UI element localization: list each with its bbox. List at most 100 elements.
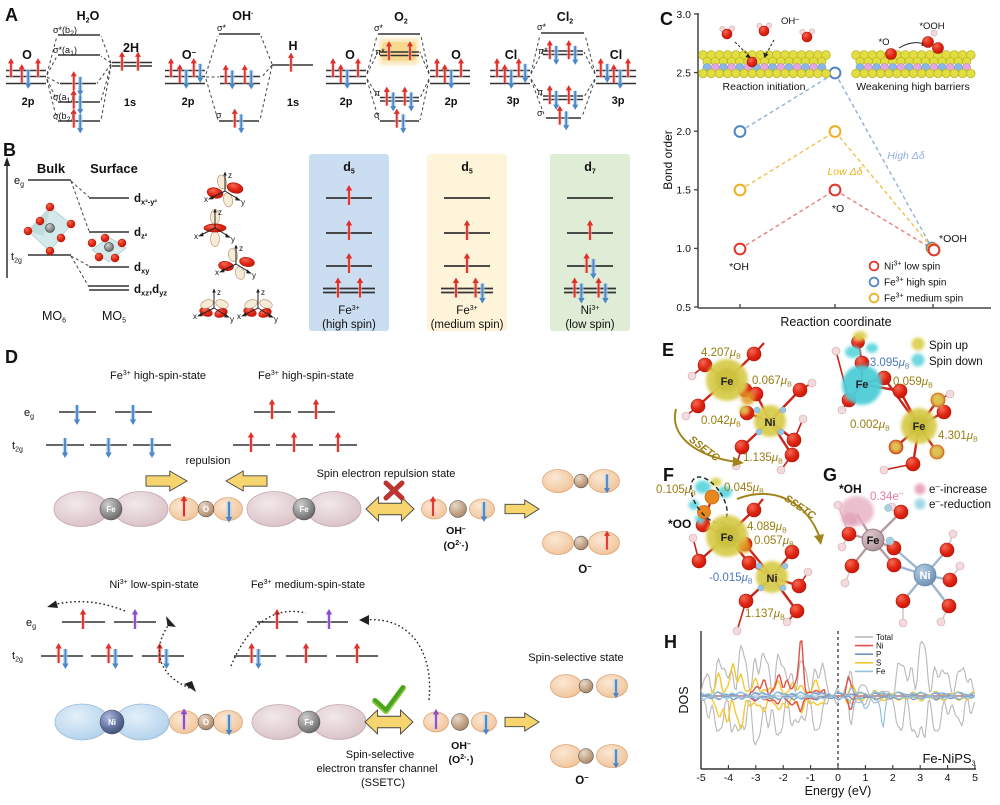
svg-text:1s: 1s	[124, 97, 136, 109]
svg-text:Low Δδ: Low Δδ	[827, 166, 862, 178]
svg-text:*OO: *OO	[668, 517, 691, 531]
svg-text:Fe3+ high-spin-state: Fe3+ high-spin-state	[258, 370, 354, 382]
svg-text:3p: 3p	[507, 95, 520, 107]
svg-text:3: 3	[917, 772, 923, 784]
svg-text:MO6: MO6	[42, 309, 66, 325]
svg-text:π*: π*	[375, 47, 385, 57]
svg-text:2p: 2p	[445, 96, 458, 108]
svg-text:Fe3+ medium spin: Fe3+ medium spin	[884, 293, 963, 305]
svg-text:σ: σ	[216, 110, 222, 120]
svg-text:High Δδ: High Δδ	[887, 150, 925, 162]
svg-text:y: y	[231, 235, 235, 244]
svg-text:eg: eg	[14, 175, 24, 189]
svg-text:Fe: Fe	[856, 379, 869, 391]
svg-text:H2O: H2O	[77, 9, 100, 25]
svg-text:-4: -4	[724, 772, 733, 784]
svg-text:*O: *O	[878, 37, 889, 48]
svg-text:G: G	[823, 465, 837, 485]
svg-text:z: z	[217, 288, 221, 297]
svg-text:2.0: 2.0	[676, 126, 691, 138]
svg-text:eg: eg	[24, 407, 34, 421]
svg-text:Weakening high barriers: Weakening high barriers	[856, 81, 970, 93]
svg-text:y: y	[241, 198, 245, 207]
svg-text:0.34e–: 0.34e–	[870, 489, 904, 503]
svg-text:Energy (eV): Energy (eV)	[805, 784, 872, 798]
svg-text:Spin-selective state: Spin-selective state	[528, 652, 623, 664]
svg-text:Total: Total	[876, 633, 893, 642]
svg-text:Fe: Fe	[867, 535, 880, 547]
svg-text:e–-reduction: e–-reduction	[929, 497, 991, 511]
svg-text:OH–: OH–	[446, 525, 466, 537]
svg-text:4: 4	[945, 772, 951, 784]
svg-text:3.0: 3.0	[676, 9, 691, 21]
svg-text:O: O	[203, 718, 209, 727]
svg-text:(low spin): (low spin)	[565, 319, 614, 331]
svg-text:(SSETC): (SSETC)	[361, 777, 405, 789]
svg-text:x: x	[204, 195, 208, 204]
svg-text:O: O	[203, 505, 209, 514]
svg-text:Cl: Cl	[505, 48, 518, 62]
svg-text:π: π	[537, 87, 543, 97]
svg-text:0.5: 0.5	[676, 302, 691, 314]
svg-text:electron transfer channel: electron transfer channel	[316, 763, 437, 775]
svg-text:S: S	[876, 659, 881, 668]
svg-text:H: H	[664, 632, 677, 652]
svg-text:σ*: σ*	[217, 23, 227, 33]
svg-text:*OH: *OH	[729, 261, 749, 273]
svg-text:1.5: 1.5	[676, 185, 691, 197]
svg-text:1.135μB: 1.135μB	[743, 452, 783, 466]
svg-text:Spin-selective: Spin-selective	[346, 749, 414, 761]
svg-text:Ni: Ni	[876, 641, 884, 650]
svg-text:Fe: Fe	[304, 718, 314, 727]
svg-text:1.137μB: 1.137μB	[745, 608, 785, 622]
svg-text:OH·: OH·	[232, 9, 253, 23]
svg-text:Fe3+ high-spin-state: Fe3+ high-spin-state	[110, 370, 206, 382]
svg-text:Spin down: Spin down	[929, 356, 983, 368]
svg-text:0.002μB: 0.002μB	[850, 419, 890, 433]
svg-text:Cl2: Cl2	[557, 10, 574, 26]
svg-text:y: y	[230, 315, 234, 324]
svg-text:t2g: t2g	[12, 650, 23, 664]
svg-text:z: z	[218, 208, 222, 217]
svg-text:OH–: OH–	[451, 740, 471, 752]
svg-text:Fe: Fe	[721, 532, 734, 544]
svg-text:3p: 3p	[612, 95, 625, 107]
svg-text:t2g: t2g	[12, 440, 23, 454]
svg-text:t2g: t2g	[11, 251, 22, 265]
svg-text:Ni: Ni	[920, 570, 931, 582]
svg-text:Spin electron repulsion state: Spin electron repulsion state	[317, 468, 456, 480]
svg-text:(medium spin): (medium spin)	[431, 319, 504, 331]
svg-text:DOS: DOS	[677, 686, 691, 713]
svg-text:Fe: Fe	[721, 376, 734, 388]
svg-text:H: H	[288, 39, 297, 53]
svg-text:Ni3+ low spin: Ni3+ low spin	[884, 261, 940, 273]
svg-text:repulsion: repulsion	[186, 455, 231, 467]
svg-text:*OOH: *OOH	[919, 21, 944, 32]
svg-text:Spin up: Spin up	[929, 340, 968, 352]
svg-text:Fe3+ medium-spin-state: Fe3+ medium-spin-state	[251, 579, 365, 591]
svg-text:eg: eg	[26, 617, 36, 631]
svg-text:-1: -1	[806, 772, 815, 784]
svg-text:B: B	[3, 140, 16, 160]
svg-text:Fe3+ high spin: Fe3+ high spin	[884, 277, 946, 289]
svg-text:Reaction initiation: Reaction initiation	[723, 81, 806, 93]
svg-text:π*: π*	[538, 46, 548, 56]
svg-text:x: x	[194, 232, 198, 241]
svg-text:2p: 2p	[22, 96, 35, 108]
svg-text:0.042μB: 0.042μB	[701, 415, 741, 429]
svg-text:x: x	[193, 312, 197, 321]
svg-text:π: π	[374, 88, 380, 98]
svg-text:Fe: Fe	[299, 505, 309, 514]
svg-text:O: O	[345, 48, 355, 62]
svg-text:e–-increase: e–-increase	[929, 482, 987, 496]
svg-text:A: A	[5, 5, 18, 25]
svg-text:*O: *O	[832, 203, 844, 215]
svg-text:Fe: Fe	[876, 667, 886, 676]
svg-text:x: x	[215, 268, 219, 277]
svg-text:d5: d5	[461, 160, 473, 176]
svg-text:y: y	[274, 315, 278, 324]
svg-text:4.301μB: 4.301μB	[938, 430, 978, 444]
svg-text:1s: 1s	[287, 97, 299, 109]
svg-text:0.045μB: 0.045μB	[724, 482, 764, 496]
svg-text:D: D	[5, 347, 18, 367]
